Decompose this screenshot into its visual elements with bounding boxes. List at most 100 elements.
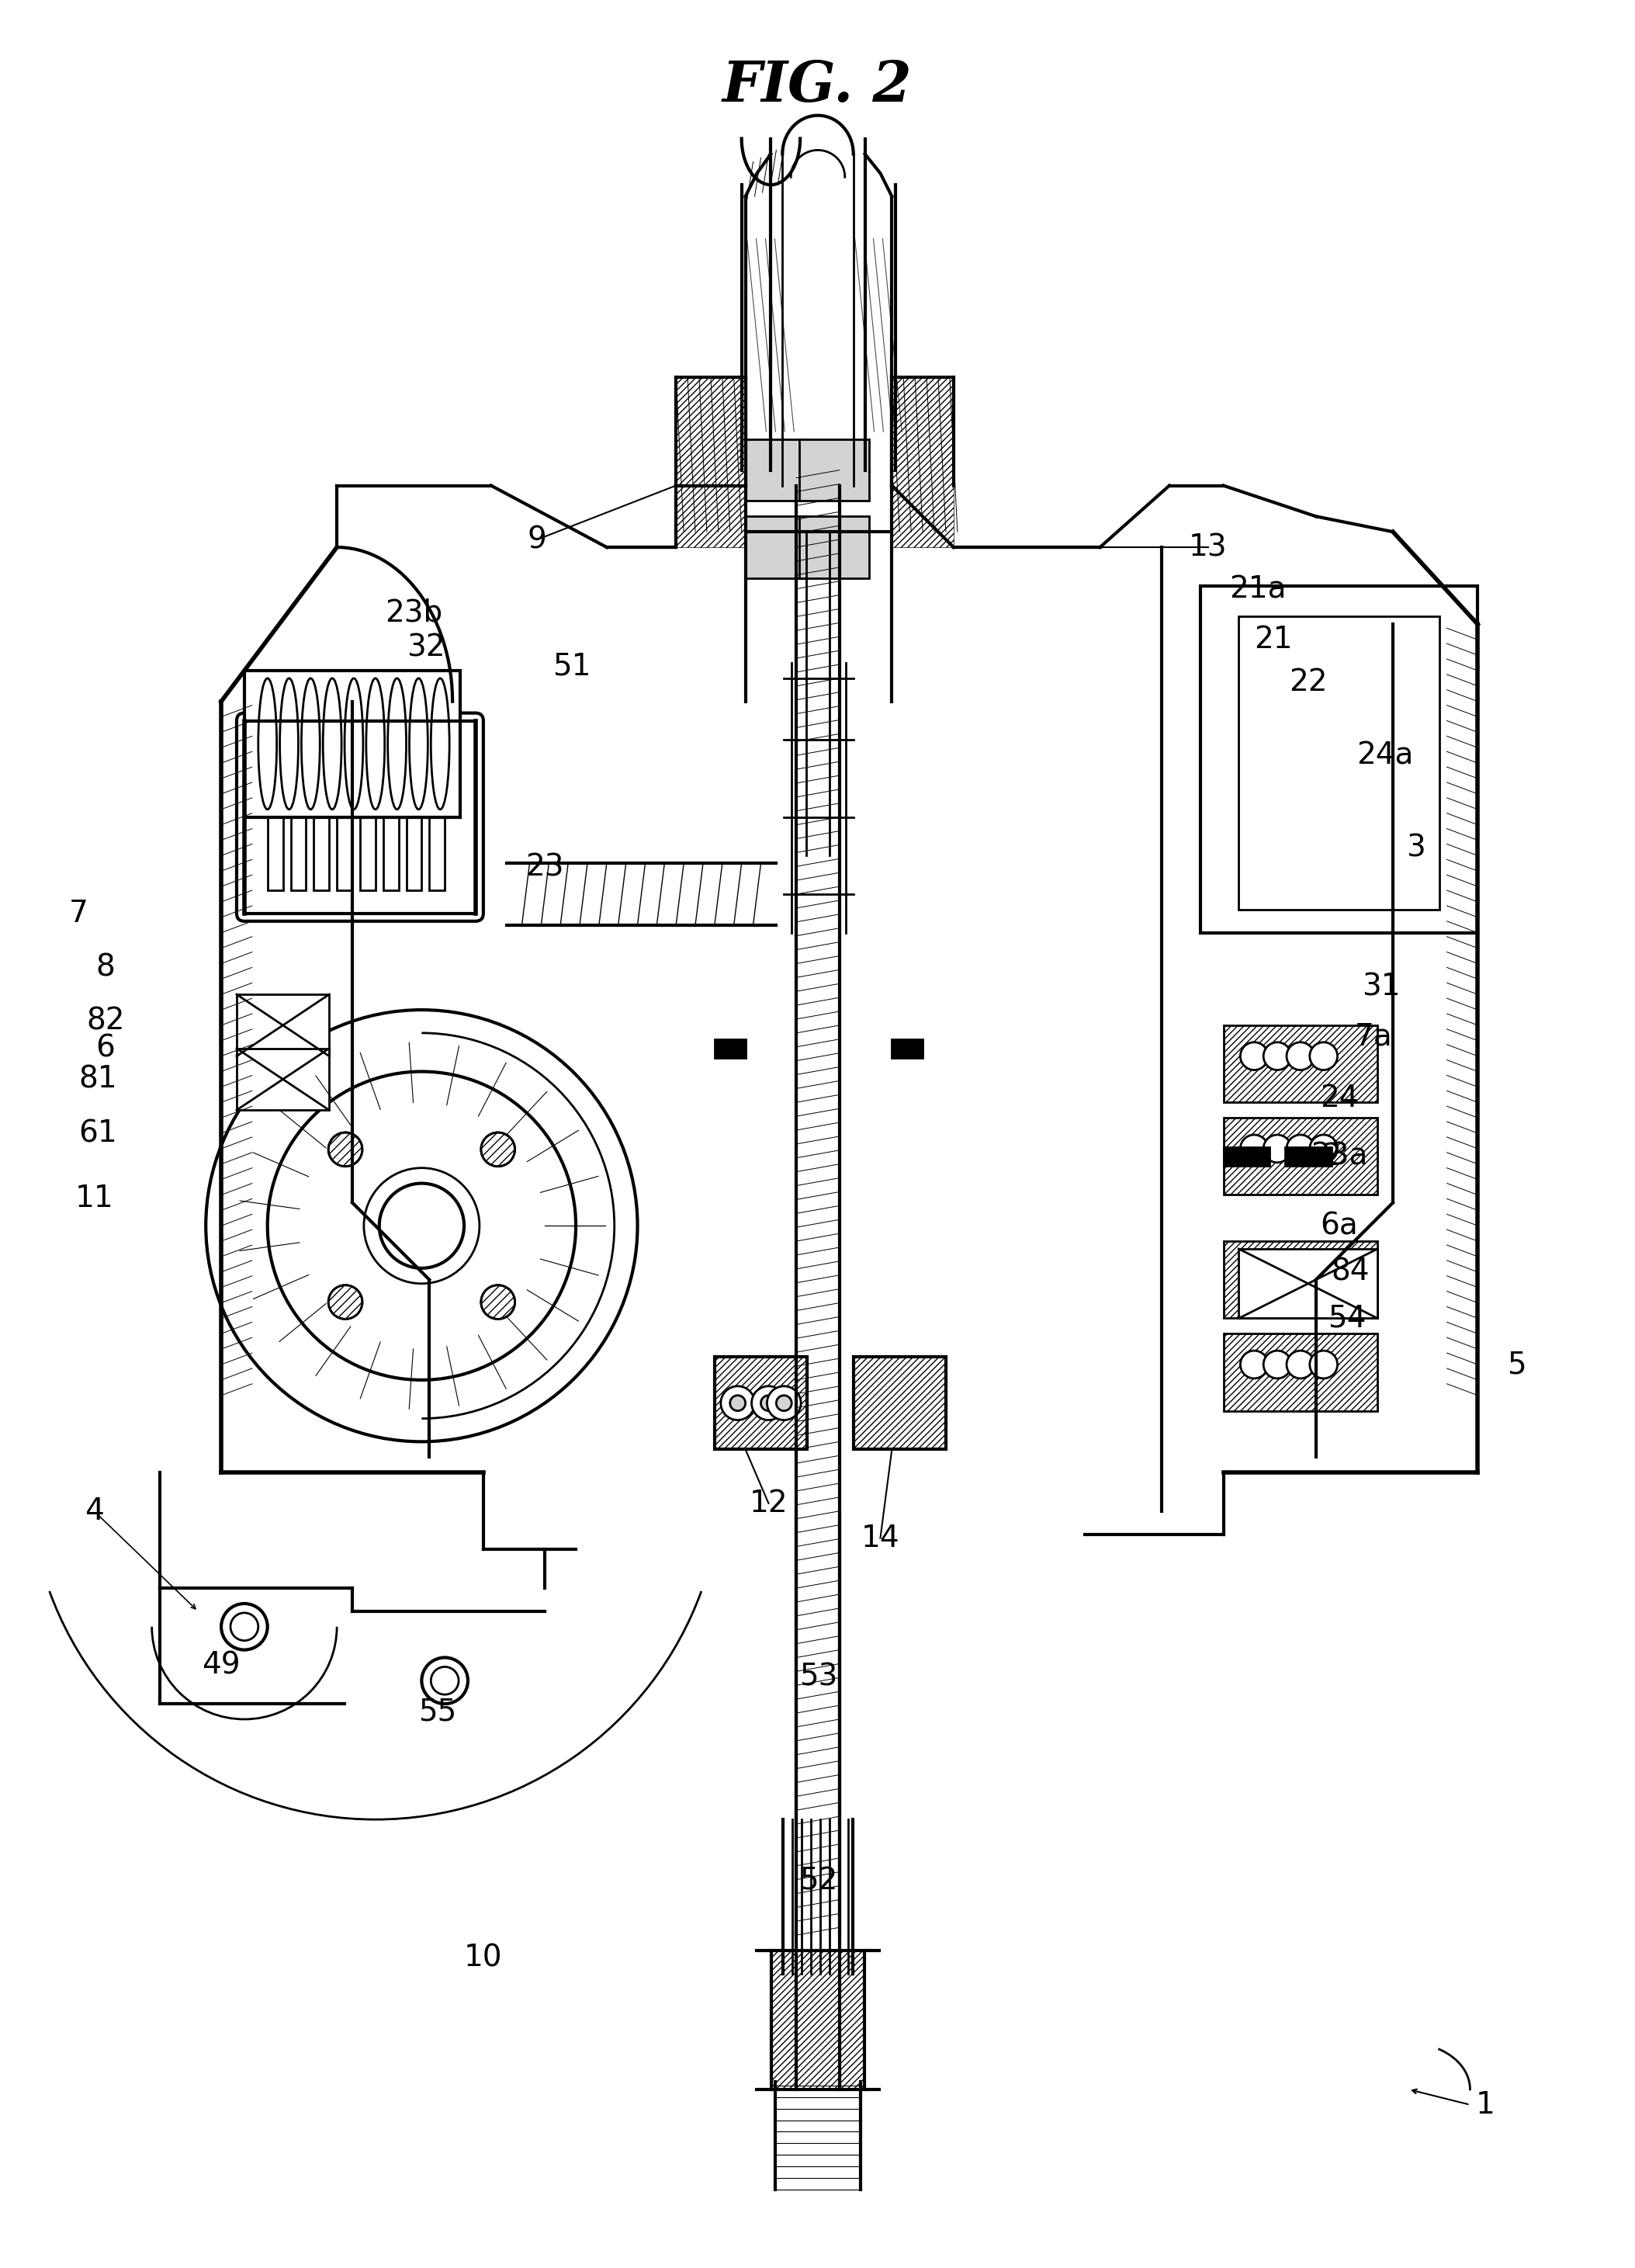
Text: 51: 51	[553, 651, 592, 680]
Text: 6a: 6a	[1319, 1211, 1359, 1241]
Circle shape	[721, 1386, 755, 1420]
Bar	[891, 1039, 922, 1057]
Bar	[1239, 1250, 1378, 1318]
Circle shape	[777, 1395, 791, 1411]
Bar	[237, 1048, 329, 1109]
Bar	[383, 744, 399, 891]
Text: 11: 11	[75, 1184, 113, 1213]
Bar	[405, 744, 422, 891]
Circle shape	[1287, 1352, 1315, 1379]
Text: 55: 55	[419, 1696, 456, 1726]
Circle shape	[760, 1395, 777, 1411]
Bar	[800, 517, 868, 578]
Text: 7a: 7a	[1355, 1023, 1393, 1052]
Circle shape	[422, 1658, 468, 1703]
Circle shape	[1241, 1134, 1269, 1163]
Circle shape	[1241, 1352, 1269, 1379]
Text: 9: 9	[528, 524, 548, 553]
Text: 23: 23	[526, 853, 564, 882]
Text: 12: 12	[749, 1488, 788, 1517]
Text: 21a: 21a	[1230, 574, 1287, 603]
Text: 3: 3	[1406, 832, 1426, 862]
Bar	[1285, 1148, 1331, 1166]
Circle shape	[1287, 1043, 1315, 1070]
Bar	[268, 744, 283, 891]
Bar	[1239, 617, 1439, 909]
Text: 7: 7	[69, 898, 88, 928]
Circle shape	[481, 1286, 515, 1320]
Text: 49: 49	[203, 1651, 240, 1681]
Circle shape	[729, 1395, 746, 1411]
Bar	[1223, 1025, 1378, 1102]
Bar	[800, 440, 868, 501]
Circle shape	[481, 1132, 515, 1166]
Text: 82: 82	[87, 1007, 124, 1036]
Circle shape	[1310, 1352, 1337, 1379]
Circle shape	[1310, 1134, 1337, 1163]
Bar	[1223, 1025, 1378, 1102]
Bar	[853, 1356, 947, 1449]
Text: 24: 24	[1319, 1084, 1359, 1114]
Bar	[291, 744, 306, 891]
Bar	[714, 1356, 808, 1449]
Bar	[1223, 1118, 1378, 1195]
Text: 8: 8	[96, 953, 114, 982]
Text: 4: 4	[85, 1497, 103, 1526]
Text: 21: 21	[1254, 626, 1293, 655]
Circle shape	[1264, 1134, 1292, 1163]
Bar	[746, 517, 808, 578]
Text: 23b: 23b	[386, 599, 443, 628]
Bar	[1200, 585, 1478, 932]
Circle shape	[379, 1184, 464, 1268]
Circle shape	[329, 1132, 363, 1166]
Bar	[853, 1356, 947, 1449]
Circle shape	[1264, 1352, 1292, 1379]
Bar	[1223, 1334, 1378, 1411]
Text: 22: 22	[1288, 667, 1328, 696]
Text: 1: 1	[1476, 2091, 1494, 2121]
Text: 31: 31	[1362, 973, 1401, 1002]
Circle shape	[1310, 1043, 1337, 1070]
Text: 5: 5	[1507, 1349, 1525, 1379]
Bar	[714, 1356, 808, 1449]
Circle shape	[1310, 1259, 1337, 1286]
Text: 23a: 23a	[1311, 1141, 1367, 1170]
Bar	[1223, 1241, 1378, 1318]
Circle shape	[1264, 1043, 1292, 1070]
Text: 13: 13	[1189, 533, 1228, 562]
Text: 61: 61	[78, 1118, 118, 1148]
Circle shape	[752, 1386, 785, 1420]
Text: 6: 6	[96, 1034, 114, 1064]
Circle shape	[221, 1603, 268, 1649]
Text: 84: 84	[1331, 1256, 1370, 1286]
Circle shape	[767, 1386, 801, 1420]
Text: 14: 14	[862, 1524, 899, 1554]
Bar	[746, 440, 808, 501]
Text: 32: 32	[407, 633, 445, 662]
Text: 10: 10	[464, 1944, 502, 1973]
Circle shape	[1287, 1259, 1315, 1286]
Bar	[237, 993, 329, 1057]
Bar	[1223, 1241, 1378, 1318]
Bar	[714, 1039, 746, 1057]
Bar	[1223, 1148, 1270, 1166]
Bar	[430, 744, 445, 891]
Text: FIG. 2: FIG. 2	[723, 59, 912, 113]
Text: 2: 2	[1321, 1141, 1341, 1170]
Text: 81: 81	[78, 1064, 118, 1093]
Bar	[1223, 1334, 1378, 1411]
Text: 53: 53	[800, 1662, 837, 1692]
Bar	[314, 744, 329, 891]
Bar	[360, 744, 376, 891]
Bar	[244, 671, 459, 816]
Circle shape	[1241, 1043, 1269, 1070]
Text: 24a: 24a	[1357, 742, 1414, 771]
Bar	[1223, 1118, 1378, 1195]
Circle shape	[329, 1286, 363, 1320]
Text: 54: 54	[1328, 1304, 1365, 1334]
Text: 52: 52	[800, 1867, 837, 1896]
Bar	[337, 744, 352, 891]
Circle shape	[1264, 1259, 1292, 1286]
Circle shape	[1287, 1134, 1315, 1163]
Circle shape	[1241, 1259, 1269, 1286]
